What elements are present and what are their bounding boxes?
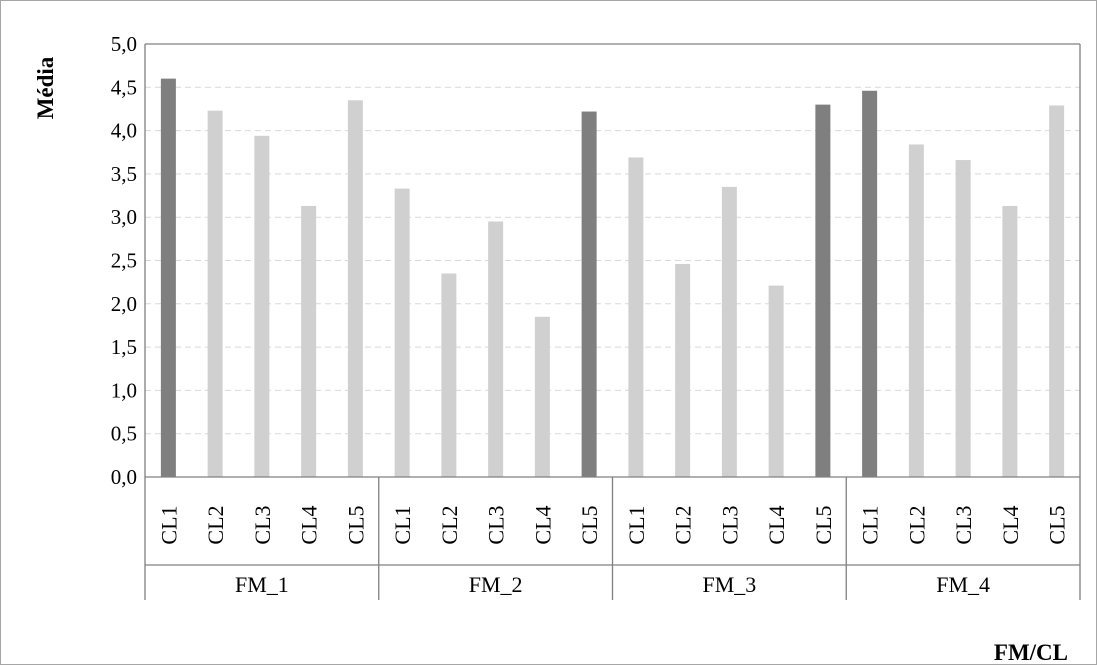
y-tick-label: 4,5 (111, 75, 137, 99)
bar (628, 157, 644, 478)
x-group-label: FM_3 (702, 572, 756, 597)
bar (675, 263, 691, 477)
y-tick-label: 0,5 (111, 422, 137, 446)
x-group-labels: FM_1 FM_2 FM_3 FM_4 (235, 572, 990, 597)
x-group-label: FM_4 (936, 572, 990, 597)
x-category-label: CL3 (951, 505, 976, 544)
bar (441, 273, 457, 477)
bar (207, 110, 223, 477)
bar (768, 285, 784, 477)
x-category-labels: CL1 CL2 CL3 CL4 CL5 CL1 CL2 CL3 CL4 CL5 CL1 CL2 CL3 C… (156, 505, 1069, 544)
x-category-label: CL5 (1045, 505, 1070, 544)
y-tick-label: 3,0 (111, 205, 137, 229)
bars (160, 78, 1065, 478)
x-category-label: CL1 (156, 505, 181, 544)
bar (908, 144, 924, 477)
bar (1002, 205, 1018, 477)
x-category-label: CL5 (811, 505, 836, 544)
x-category-label: CL4 (764, 505, 789, 544)
x-category-label: CL4 (530, 505, 555, 544)
x-category-label: CL1 (390, 505, 415, 544)
bar (301, 205, 317, 477)
x-category-label: CL1 (858, 505, 883, 544)
y-tick-label: 2,0 (111, 292, 137, 316)
bar (581, 111, 597, 477)
x-group-label: FM_2 (469, 572, 523, 597)
x-category-label: CL2 (203, 505, 228, 544)
x-group-label: FM_1 (235, 572, 289, 597)
axes (144, 43, 1081, 600)
x-category-label: CL3 (717, 505, 742, 544)
bar (394, 188, 410, 477)
x-category-label: CL2 (437, 505, 462, 544)
x-category-label: CL2 (904, 505, 929, 544)
y-tick-label: 4,0 (111, 119, 137, 143)
x-category-label: CL4 (297, 505, 322, 544)
bar (1049, 105, 1065, 478)
bar (254, 135, 270, 477)
y-axis-title: Média (33, 56, 58, 119)
y-tick-label: 1,5 (111, 335, 137, 359)
y-tick-label: 2,5 (111, 249, 137, 273)
x-category-label: CL5 (577, 505, 602, 544)
y-tick-labels: 0,0 0,5 1,0 1,5 2,0 2,5 3,0 3,5 4,0 4,5 5,0 (111, 32, 137, 489)
y-tick-label: 3,5 (111, 162, 137, 186)
bar (815, 104, 831, 478)
x-category-label: CL4 (998, 505, 1023, 544)
x-category-label: CL1 (624, 505, 649, 544)
bar (488, 221, 504, 477)
y-tick-label: 0,0 (111, 465, 137, 489)
bar (160, 78, 176, 477)
bar (862, 90, 878, 477)
x-axis-title: FM/CL (994, 640, 1068, 665)
x-category-label: CL3 (484, 505, 509, 544)
y-tick-label: 1,0 (111, 378, 137, 402)
bar (347, 100, 363, 477)
x-category-label: CL5 (343, 505, 368, 544)
bar (721, 186, 737, 477)
bar (955, 160, 971, 477)
x-category-label: CL3 (250, 505, 275, 544)
y-tick-label: 5,0 (111, 32, 137, 56)
x-category-label: CL2 (671, 505, 696, 544)
bar (534, 316, 550, 477)
gridlines (145, 86, 1080, 435)
